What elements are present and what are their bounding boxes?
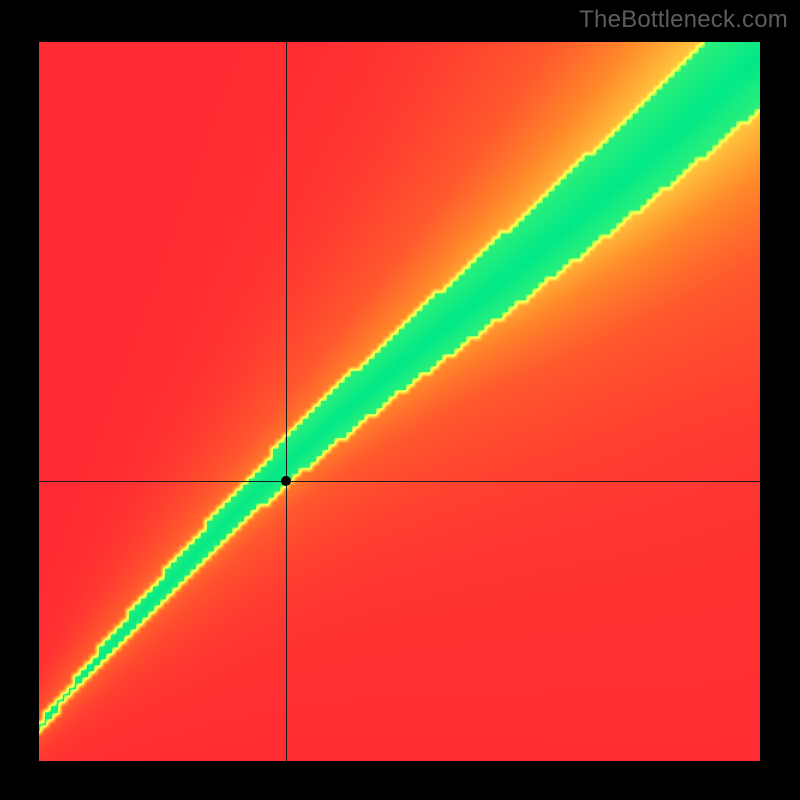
crosshair-vertical (286, 42, 287, 761)
crosshair-horizontal (39, 481, 760, 482)
heatmap-plot (39, 42, 760, 761)
watermark-text: TheBottleneck.com (579, 6, 788, 34)
crosshair-marker (280, 475, 292, 487)
heatmap-canvas (39, 42, 760, 761)
image-root: TheBottleneck.com (0, 0, 800, 800)
